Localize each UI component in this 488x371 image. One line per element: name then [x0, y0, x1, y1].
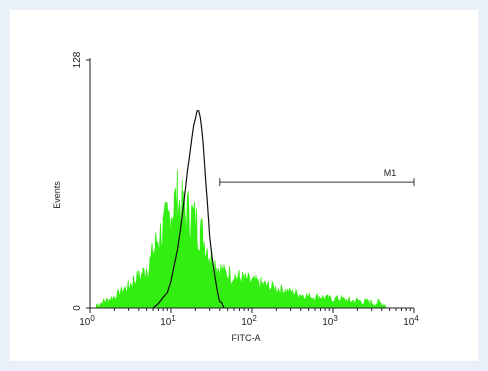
series-0-histogram [95, 170, 387, 309]
y-axis-title: Events [52, 181, 62, 209]
x-axis-title: FITC-A [232, 333, 261, 343]
y-tick-label-1: 128 [72, 51, 83, 68]
x-tick-label-2: 102 [241, 314, 257, 328]
chart-panel: FITC-A Events 100 101 102 103 104 0 128 M1 [10, 10, 478, 361]
x-tick-label-0: 100 [79, 314, 95, 328]
histogram-chart: FITC-A Events 100 101 102 103 104 0 128 M1 [52, 51, 419, 343]
y-tick-label-0: 0 [72, 305, 83, 311]
series-1-outline [152, 110, 225, 309]
x-tick-label-3: 103 [322, 314, 338, 328]
x-tick-label-1: 101 [160, 314, 176, 328]
x-tick-label-4: 104 [403, 314, 419, 328]
gate-label-0: M1 [384, 168, 397, 178]
